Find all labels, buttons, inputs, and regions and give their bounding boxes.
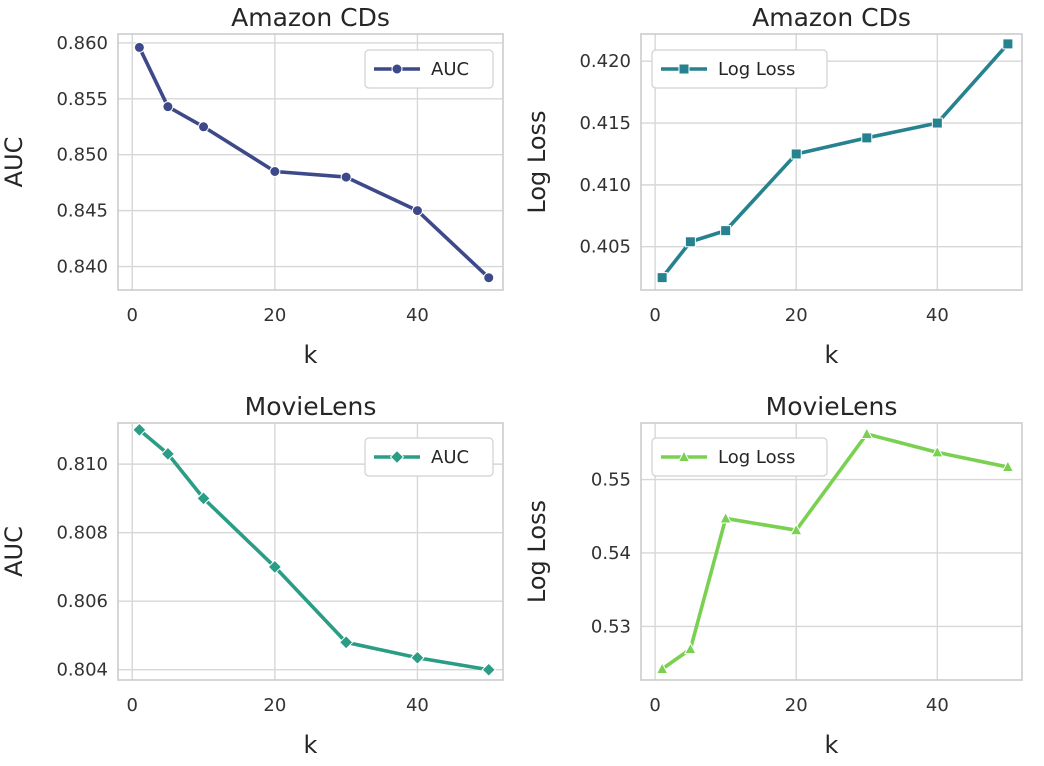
data-point: [340, 171, 352, 183]
plot-frame: [117, 422, 504, 681]
legend-label: AUC: [431, 59, 469, 80]
plot-frame: [640, 33, 1023, 291]
y-tick-label: 0.810: [56, 454, 108, 475]
y-tick-label: 0.53: [591, 616, 631, 637]
x-tick-label: 20: [263, 305, 286, 326]
data-point: [931, 445, 944, 458]
data-point: [720, 225, 732, 237]
x-tick-label: 0: [127, 305, 138, 326]
chart-title: Amazon CDs: [231, 3, 390, 32]
x-tick-label: 20: [785, 305, 808, 326]
legend: Log Loss: [651, 49, 828, 89]
legend-label: AUC: [431, 447, 469, 468]
y-tick-label: 0.804: [56, 660, 108, 681]
data-point: [483, 272, 495, 284]
data-point: [1002, 38, 1014, 50]
x-axis-label: k: [304, 731, 318, 759]
y-tick-label: 0.55: [591, 470, 631, 491]
data-point: [410, 650, 425, 665]
chart-panel-2: 0 20 40 0.405 0.410 0.415 0.420 Amazon CDs k Log …: [523, 3, 1023, 369]
y-tick-label: 0.860: [56, 33, 108, 54]
y-axis-label: AUC: [0, 526, 28, 577]
data-point: [132, 422, 147, 438]
y-tick-label: 0.808: [56, 523, 108, 544]
x-tick-label: 0: [649, 695, 660, 716]
data-point: [160, 446, 176, 462]
plot-frame: [640, 422, 1023, 681]
legend-box: [651, 437, 828, 477]
data-point: [790, 148, 802, 160]
legend-marker: [389, 449, 405, 465]
data-point: [860, 426, 874, 440]
x-tick-label: 0: [127, 695, 138, 716]
legend-marker: [677, 449, 691, 462]
legend-label: Log Loss: [718, 59, 795, 80]
y-axis-label: AUC: [0, 137, 28, 188]
x-tick-label: 0: [649, 305, 660, 326]
y-tick-label: 0.845: [56, 201, 108, 222]
chart-title: Amazon CDs: [752, 3, 911, 32]
legend-label: Log Loss: [718, 447, 795, 468]
y-tick-label: 0.410: [579, 175, 631, 196]
x-axis-label: k: [825, 341, 839, 369]
data-point: [133, 41, 145, 53]
legend-marker: [678, 63, 690, 75]
y-tick-label: 0.405: [579, 237, 631, 258]
data-point: [789, 523, 803, 536]
x-axis-label: k: [825, 731, 839, 759]
data-point: [267, 559, 283, 575]
y-tick-label: 0.855: [56, 89, 108, 110]
legend-marker: [391, 63, 403, 75]
y-tick-label: 0.415: [579, 113, 631, 134]
plot-frame: [117, 33, 504, 291]
data-point: [162, 101, 174, 113]
data-point: [931, 117, 943, 129]
data-point: [196, 491, 211, 506]
y-axis-label: Log Loss: [523, 110, 551, 213]
data-point: [861, 132, 873, 144]
data-point: [656, 272, 668, 284]
legend-box: [364, 49, 494, 89]
x-tick-label: 40: [406, 305, 429, 326]
data-point: [684, 236, 696, 248]
data-point: [1001, 459, 1015, 473]
legend-box: [651, 49, 828, 89]
x-tick-label: 40: [406, 695, 429, 716]
data-point: [411, 205, 423, 217]
y-axis-label: Log Loss: [523, 500, 551, 603]
x-tick-label: 20: [263, 695, 286, 716]
legend: Log Loss: [651, 437, 828, 477]
chart-title: MovieLens: [766, 392, 898, 421]
x-tick-label: 20: [785, 695, 808, 716]
chart-panel-1: 0 20 40 0.840 0.845 0.850 0.855 0.860 Amazon CDs…: [0, 3, 504, 369]
y-tick-label: 0.850: [56, 145, 108, 166]
legend-box: [364, 437, 494, 477]
data-point: [719, 511, 732, 524]
legend: AUC: [364, 437, 494, 477]
y-tick-label: 0.840: [56, 257, 108, 278]
y-tick-label: 0.420: [579, 51, 631, 72]
data-point: [655, 661, 669, 674]
data-point: [684, 642, 697, 655]
data-point: [481, 662, 496, 677]
data-point: [269, 166, 281, 178]
data-point: [198, 121, 210, 133]
x-tick-label: 40: [926, 695, 949, 716]
y-tick-label: 0.806: [56, 591, 108, 612]
legend: AUC: [364, 49, 494, 89]
y-tick-label: 0.54: [591, 543, 631, 564]
chart-panel-3: 0 20 40 0.804 0.806 0.808 0.810 MovieLens k AUC AU…: [0, 392, 504, 759]
x-tick-label: 40: [926, 305, 949, 326]
data-point: [338, 635, 354, 650]
x-axis-label: k: [304, 341, 318, 369]
chart-title: MovieLens: [245, 392, 377, 421]
chart-panel-4: 0 20 40 0.53 0.54 0.55 MovieLens k Log Loss Log L…: [523, 392, 1023, 759]
